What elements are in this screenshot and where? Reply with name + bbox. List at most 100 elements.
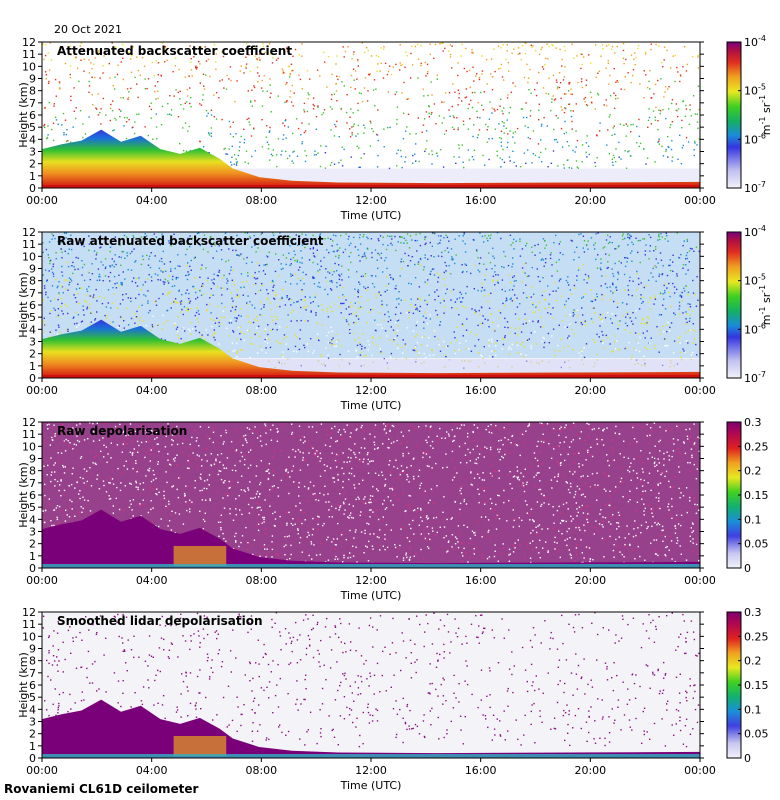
- signal-pixel: [514, 85, 517, 87]
- signal-pixel: [228, 148, 230, 150]
- signal-pixel: [122, 97, 124, 99]
- signal-pixel: [628, 342, 630, 344]
- signal-pixel: [519, 238, 521, 240]
- signal-pixel: [557, 344, 559, 347]
- signal-pixel: [427, 258, 429, 260]
- signal-pixel: [355, 315, 358, 317]
- signal-pixel: [517, 352, 519, 354]
- signal-pixel: [245, 65, 247, 67]
- signal-pixel: [669, 295, 671, 298]
- signal-pixel: [691, 310, 694, 313]
- signal-pixel: [128, 242, 130, 244]
- signal-pixel: [481, 235, 484, 238]
- signal-pixel: [63, 232, 66, 234]
- signal-pixel: [497, 274, 499, 276]
- signal-pixel: [692, 550, 694, 552]
- signal-pixel: [465, 88, 467, 90]
- signal-pixel: [317, 271, 320, 273]
- signal-pixel: [205, 329, 208, 331]
- signal-pixel: [536, 268, 538, 270]
- signal-pixel: [227, 259, 230, 262]
- signal-pixel: [185, 292, 187, 294]
- signal-pixel: [629, 543, 631, 546]
- signal-pixel: [404, 299, 406, 302]
- signal-pixel: [94, 319, 96, 321]
- signal-pixel: [231, 342, 234, 344]
- signal-pixel: [54, 78, 57, 81]
- signal-pixel: [318, 516, 320, 518]
- signal-pixel: [515, 279, 517, 282]
- signal-pixel: [388, 438, 390, 440]
- signal-pixel: [586, 504, 589, 507]
- signal-pixel: [113, 266, 115, 268]
- signal-pixel: [439, 239, 442, 241]
- signal-pixel: [98, 273, 101, 276]
- signal-pixel: [61, 430, 63, 432]
- signal-pixel: [647, 126, 649, 128]
- x-tick-label: 12:00: [355, 384, 387, 397]
- signal-pixel: [265, 337, 268, 339]
- signal-pixel: [581, 552, 583, 554]
- signal-pixel: [423, 321, 425, 323]
- signal-pixel: [507, 348, 510, 350]
- signal-pixel: [484, 164, 486, 166]
- signal-pixel: [187, 95, 189, 97]
- x-tick-label: 04:00: [136, 194, 168, 207]
- signal-pixel: [420, 482, 423, 484]
- signal-pixel: [284, 120, 286, 122]
- signal-pixel: [260, 308, 263, 310]
- signal-pixel: [252, 321, 255, 324]
- signal-pixel: [521, 248, 524, 250]
- signal-pixel: [314, 492, 316, 495]
- signal-pixel: [190, 96, 192, 99]
- signal-pixel: [161, 233, 163, 235]
- signal-pixel: [261, 232, 263, 234]
- signal-pixel: [186, 278, 189, 281]
- signal-pixel: [222, 287, 224, 289]
- signal-pixel: [70, 278, 72, 280]
- signal-pixel: [574, 425, 576, 427]
- signal-pixel: [182, 108, 185, 110]
- signal-pixel: [597, 232, 599, 234]
- signal-pixel: [368, 343, 371, 346]
- signal-pixel: [134, 451, 136, 453]
- signal-pixel: [170, 302, 173, 305]
- signal-pixel: [209, 303, 211, 305]
- signal-pixel: [373, 499, 375, 502]
- signal-pixel: [333, 271, 335, 273]
- signal-pixel: [356, 344, 359, 347]
- signal-pixel: [189, 443, 191, 446]
- signal-pixel: [543, 346, 545, 349]
- signal-pixel: [531, 311, 534, 314]
- signal-pixel: [121, 251, 123, 253]
- signal-pixel: [692, 329, 694, 331]
- signal-pixel: [69, 442, 71, 444]
- signal-pixel: [52, 234, 55, 237]
- signal-pixel: [431, 232, 434, 234]
- signal-pixel: [43, 125, 45, 127]
- y-tick-label: 0: [29, 182, 36, 195]
- signal-pixel: [283, 334, 286, 336]
- signal-pixel: [163, 283, 165, 285]
- signal-pixel: [551, 101, 553, 103]
- signal-pixel: [650, 123, 652, 125]
- signal-pixel: [121, 282, 123, 284]
- signal-pixel: [517, 53, 520, 56]
- signal-pixel: [125, 121, 128, 123]
- signal-pixel: [194, 277, 196, 279]
- signal-pixel: [213, 332, 215, 334]
- signal-pixel: [364, 347, 366, 349]
- signal-pixel: [508, 112, 510, 114]
- signal-pixel: [629, 252, 632, 254]
- signal-pixel: [613, 507, 615, 509]
- signal-pixel: [395, 306, 397, 309]
- signal-pixel: [51, 427, 53, 429]
- signal-pixel: [304, 150, 306, 152]
- signal-pixel: [626, 125, 629, 127]
- signal-pixel: [99, 296, 101, 298]
- signal-pixel: [500, 141, 502, 143]
- signal-pixel: [234, 308, 237, 311]
- signal-pixel: [527, 425, 529, 427]
- signal-pixel: [251, 261, 253, 263]
- signal-pixel: [99, 111, 101, 114]
